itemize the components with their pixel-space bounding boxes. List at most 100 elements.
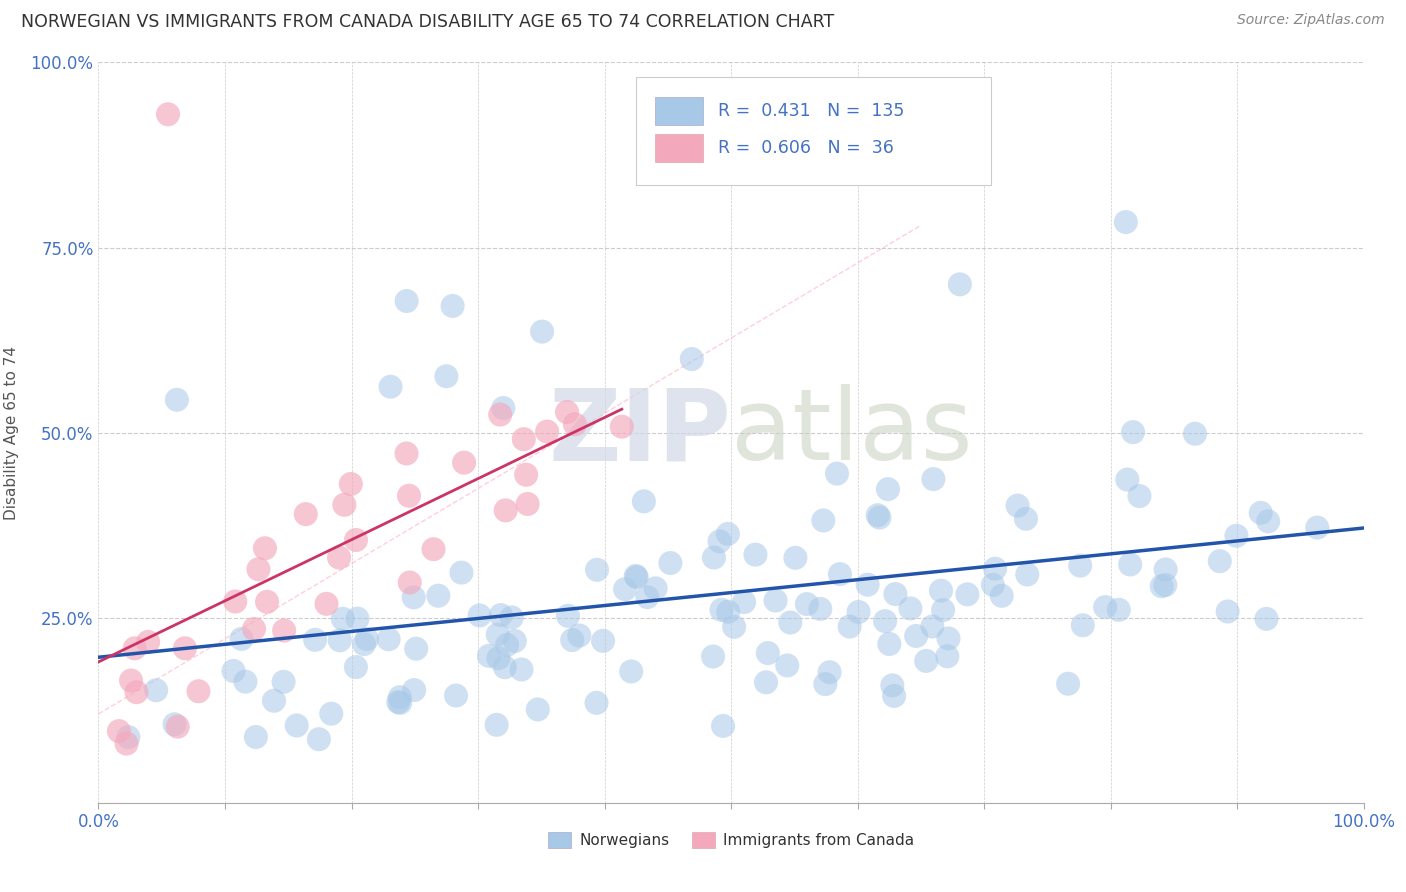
- Point: [253, 541, 276, 556]
- Point: [879, 637, 901, 651]
- Point: [557, 608, 579, 623]
- Point: [856, 577, 879, 591]
- Legend: Norwegians, Immigrants from Canada: Norwegians, Immigrants from Canada: [543, 826, 920, 855]
- Point: [166, 720, 188, 734]
- Point: [1094, 600, 1116, 615]
- Point: [564, 417, 586, 432]
- Point: [921, 619, 943, 633]
- Y-axis label: Disability Age 65 to 74: Disability Age 65 to 74: [4, 345, 20, 520]
- Point: [765, 593, 787, 607]
- Point: [332, 612, 354, 626]
- Point: [1069, 558, 1091, 573]
- Point: [389, 696, 412, 710]
- Point: [915, 654, 938, 668]
- Point: [1122, 425, 1144, 439]
- Point: [398, 489, 420, 503]
- Point: [818, 665, 841, 680]
- Point: [495, 503, 517, 517]
- Point: [115, 737, 138, 751]
- Point: [1057, 677, 1080, 691]
- Point: [273, 624, 295, 638]
- Point: [402, 591, 425, 605]
- Point: [315, 597, 337, 611]
- Point: [779, 615, 801, 630]
- Point: [938, 632, 960, 646]
- Point: [869, 510, 891, 524]
- Point: [838, 619, 860, 633]
- Point: [990, 589, 1012, 603]
- Point: [444, 689, 467, 703]
- Point: [1225, 529, 1247, 543]
- Point: [776, 658, 799, 673]
- Point: [1071, 618, 1094, 632]
- Point: [711, 719, 734, 733]
- Point: [405, 641, 427, 656]
- Point: [825, 467, 848, 481]
- Point: [224, 594, 246, 608]
- Point: [166, 392, 188, 407]
- Point: [828, 567, 851, 582]
- Point: [450, 566, 472, 580]
- FancyBboxPatch shape: [655, 135, 703, 162]
- Point: [717, 527, 740, 541]
- Text: R =  0.431   N =  135: R = 0.431 N = 135: [718, 103, 905, 120]
- Point: [377, 632, 399, 647]
- Point: [755, 675, 778, 690]
- Point: [568, 628, 591, 642]
- Point: [478, 648, 501, 663]
- Point: [848, 605, 870, 619]
- Point: [949, 277, 972, 292]
- Point: [1184, 426, 1206, 441]
- Point: [235, 674, 257, 689]
- Point: [356, 632, 378, 646]
- Text: ZIP: ZIP: [548, 384, 731, 481]
- Point: [434, 369, 457, 384]
- Point: [441, 299, 464, 313]
- Point: [328, 550, 350, 565]
- Point: [136, 635, 159, 649]
- Point: [492, 401, 515, 415]
- Point: [744, 548, 766, 562]
- Point: [1209, 554, 1232, 568]
- Point: [1216, 605, 1239, 619]
- Point: [329, 633, 352, 648]
- Point: [485, 718, 508, 732]
- Point: [294, 507, 316, 521]
- Point: [1306, 520, 1329, 534]
- Point: [785, 550, 807, 565]
- Point: [681, 351, 703, 366]
- Point: [1116, 473, 1139, 487]
- Text: Source: ZipAtlas.com: Source: ZipAtlas.com: [1237, 13, 1385, 28]
- Point: [163, 717, 186, 731]
- Point: [273, 674, 295, 689]
- Point: [875, 614, 897, 628]
- Point: [404, 683, 426, 698]
- Point: [398, 575, 420, 590]
- Point: [256, 595, 278, 609]
- Point: [145, 683, 167, 698]
- Point: [468, 608, 491, 623]
- Point: [644, 582, 666, 596]
- Point: [501, 610, 523, 624]
- Point: [1017, 567, 1039, 582]
- Point: [515, 467, 537, 482]
- Point: [1115, 215, 1137, 229]
- Point: [1154, 578, 1177, 592]
- Point: [929, 583, 952, 598]
- Point: [340, 477, 363, 491]
- Point: [486, 651, 509, 665]
- Point: [422, 542, 444, 557]
- Point: [814, 677, 837, 691]
- Point: [936, 649, 959, 664]
- Point: [222, 664, 245, 678]
- Point: [453, 456, 475, 470]
- Point: [344, 660, 367, 674]
- Point: [633, 494, 655, 508]
- Point: [333, 498, 356, 512]
- Point: [626, 570, 648, 584]
- Point: [981, 578, 1004, 592]
- Point: [717, 605, 740, 619]
- Point: [703, 550, 725, 565]
- Point: [813, 513, 835, 527]
- FancyBboxPatch shape: [655, 97, 703, 126]
